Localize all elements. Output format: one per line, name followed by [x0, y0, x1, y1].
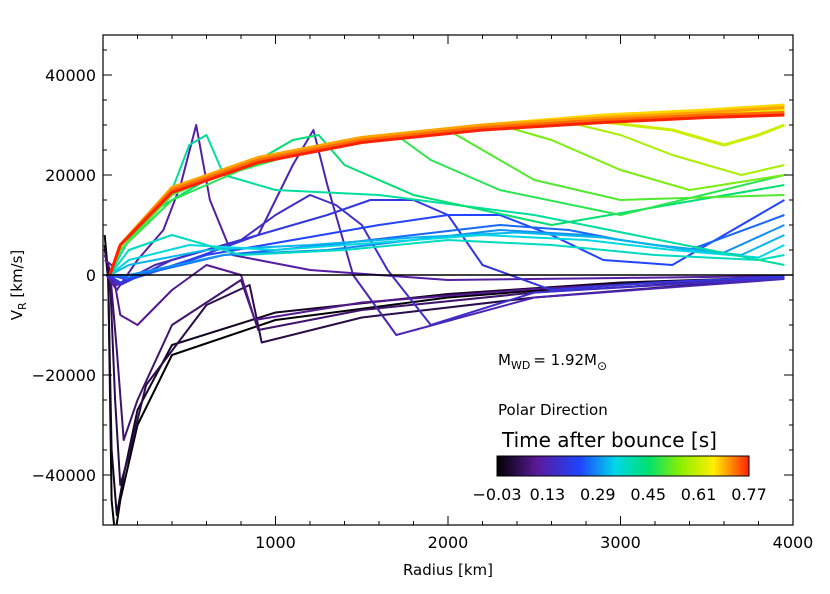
y-tick-label: 0: [86, 266, 96, 285]
colorbar-tick-label: 0.77: [731, 485, 767, 504]
y-tick-label: −20000: [32, 366, 96, 385]
x-tick-label: 3000: [600, 533, 641, 552]
series-line-26: [108, 113, 785, 276]
y-axis-title-main: V: [8, 309, 26, 320]
y-axis-title-units: [km/s]: [8, 250, 26, 303]
y-tick-label: 40000: [45, 66, 96, 85]
y-tick-label: 20000: [45, 166, 96, 185]
y-axis-title: VR [km/s]: [8, 250, 29, 321]
series-line-7: [107, 194, 785, 326]
x-tick-label: 1000: [255, 533, 296, 552]
series-line-3: [103, 254, 785, 441]
colorbar-tick-label: 0.29: [580, 485, 616, 504]
series-line-14: [109, 234, 785, 276]
colorbar: [496, 455, 750, 477]
series-line-4: [104, 259, 785, 326]
x-tick-label: 2000: [428, 533, 469, 552]
colorbar-title: Time after bounce [s]: [501, 428, 717, 452]
colorbar-tick-label: 0.45: [630, 485, 666, 504]
mass-annotation-symbol: ⊙: [597, 359, 607, 373]
colorbar-tick-label: 0.61: [681, 485, 717, 504]
direction-annotation: Polar Direction: [498, 401, 608, 419]
series-line-12: [109, 231, 785, 276]
series-line-2: [103, 249, 785, 486]
series-line-13: [109, 234, 785, 276]
svg-text:VR [km/s]: VR [km/s]: [8, 250, 29, 321]
x-tick-label: 4000: [773, 533, 814, 552]
x-axis-title: Radius [km]: [403, 561, 493, 579]
mass-annotation-value: = 1.92M: [533, 351, 597, 369]
mass-annotation: MWD = 1.92M⊙: [498, 351, 607, 373]
y-tick-label: −40000: [32, 466, 96, 485]
mass-annotation-sub: WD: [511, 359, 530, 372]
colorbar-tick-label: 0.13: [530, 485, 566, 504]
axes-layer: 1000 2000 3000 4000 40000 20000 0 −20000 −40000: [32, 35, 814, 552]
mass-annotation-prefix: M: [498, 351, 511, 369]
y-axis-title-sub: R: [16, 302, 29, 310]
series-layer: [103, 103, 785, 525]
series-line-1: [103, 244, 785, 516]
colorbar-tick-label: −0.03: [472, 485, 521, 504]
colorbar-ticks: −0.03 0.13 0.29 0.45 0.61 0.77: [472, 485, 766, 504]
